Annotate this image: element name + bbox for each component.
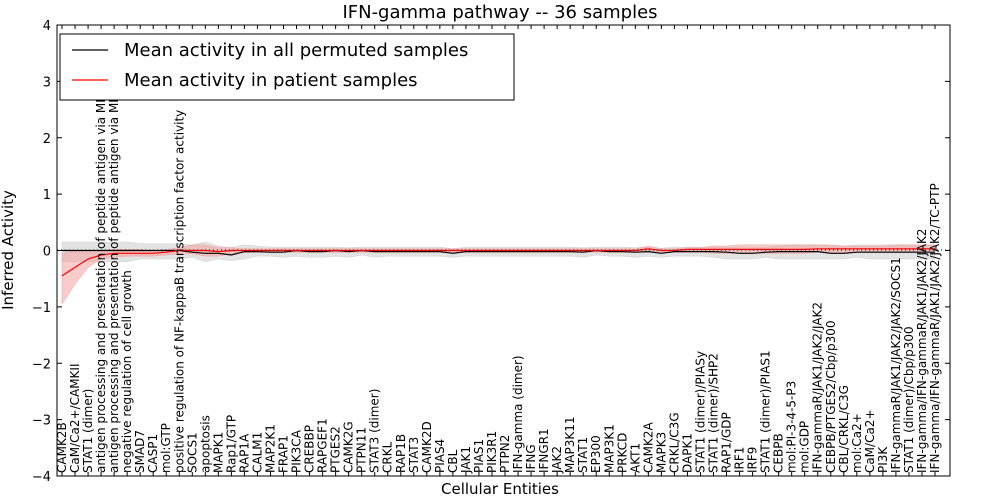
category-label: CEBPB/PTGES2/Cbp/p300: [824, 320, 838, 473]
category-label: PIK3R1: [485, 431, 499, 473]
category-label: CRKL/C3G: [667, 412, 681, 473]
category-label: MAP2K1: [264, 424, 278, 473]
category-label: PI3K: [876, 446, 890, 473]
patient-mean-line: [61, 248, 935, 277]
category-label: IFNGR1: [537, 428, 551, 473]
category-label: PIK3CA: [290, 429, 304, 473]
y-tick-label: 2: [43, 132, 51, 147]
category-label: antigen processing and presentation of p…: [107, 41, 121, 473]
category-label: STAT3: [407, 437, 421, 473]
category-label: AKT1: [628, 443, 642, 473]
y-tick-label: 0: [43, 245, 51, 260]
legend-box: [59, 33, 515, 101]
category-label: PTPN2: [498, 435, 512, 473]
category-label: IRF9: [746, 447, 760, 473]
category-label: STAT1 (dimer)/PIAS1: [759, 350, 773, 473]
category-label: IFNG: [524, 444, 538, 473]
category-label: CaM/Ca2+/CAMKII: [68, 363, 82, 472]
y-tick-label: −2: [32, 357, 51, 372]
category-label: PIAS4: [433, 439, 447, 473]
y-tick-label: 3: [43, 75, 51, 90]
category-label: PIAS1: [472, 439, 486, 473]
category-label: MAPK1: [211, 432, 225, 473]
category-label: CREBBP: [303, 425, 317, 473]
category-label: RAP1A: [237, 433, 251, 473]
category-label: STAT3 (dimer): [368, 389, 382, 473]
category-label: IFN-gamma (dimer): [511, 355, 525, 473]
category-label: MAP3K11: [563, 416, 577, 473]
category-label: JAK2: [550, 446, 564, 474]
category-label: CAMK2G: [342, 421, 356, 473]
category-label: RAPGEF1: [316, 418, 330, 473]
category-label: EP300: [589, 435, 603, 473]
category-label: CAMK2B: [55, 422, 69, 473]
category-label: CAMK2A: [641, 422, 655, 473]
category-label: RAP1B: [394, 434, 408, 473]
category-label: apoptosis: [198, 415, 212, 473]
y-tick-label: −3: [32, 414, 51, 429]
y-tick-label: −4: [32, 470, 51, 485]
category-label: Rap1/GTP: [224, 415, 238, 473]
category-label: IFN-gammaR/JAK1/JAK2/JAK2/SOCS1: [889, 257, 903, 473]
category-label: JAK1: [459, 446, 473, 474]
category-label: CALM1: [250, 432, 264, 473]
y-tick-label: −1: [32, 301, 51, 316]
category-label: CAMK2D: [420, 421, 434, 473]
y-tick-label: 4: [43, 19, 51, 34]
chart-title: IFN-gamma pathway -- 36 samples: [342, 2, 657, 23]
category-label: CaM/Ca2+: [863, 409, 877, 473]
category-label: PTPN11: [355, 427, 369, 473]
category-label: negative regulation of cell growth: [120, 270, 134, 473]
legend: Mean activity in all permuted samples Me…: [59, 33, 515, 101]
category-label: CRKL: [381, 441, 395, 473]
category-label: STAT1 (dimer)/Cbp/p300: [902, 326, 916, 473]
category-label: SOCS1: [185, 432, 199, 473]
category-label: STAT1 (dimer)/SHP2: [707, 353, 721, 473]
category-label: PTGES2: [329, 426, 343, 473]
category-label: mol:PI-3-4-5-P3: [785, 381, 799, 473]
category-label: IFN-gammaR/JAK1/JAK2/JAK2: [811, 302, 825, 473]
category-label: positive regulation of NF-kappaB transcr…: [172, 110, 186, 473]
category-label: MAPK3: [654, 432, 668, 473]
category-label: STAT1 (dimer)/PIASy: [694, 351, 708, 473]
category-label: IRF1: [733, 447, 747, 473]
x-axis-label: Cellular Entities: [441, 480, 559, 498]
category-label: antigen processing and presentation of p…: [94, 44, 108, 473]
category-label: MAP3K1: [602, 424, 616, 473]
y-tick-label: 1: [43, 188, 51, 203]
legend-label-patient: Mean activity in patient samples: [124, 70, 418, 91]
category-label: STAT1: [576, 437, 590, 473]
category-label: DAPK1: [680, 433, 694, 473]
category-label: mol:GTP: [159, 423, 173, 473]
category-label: IFN-gamma/IFN-gammaR/JAK1/JAK2/JAK2/TC-P…: [928, 183, 942, 473]
category-label: CASP1: [146, 434, 160, 473]
category-label: STAT1 (dimer): [81, 389, 95, 473]
category-label: CEBPB: [772, 433, 786, 473]
category-label: IFN-gamma/IFN-gammaR/JAK1/JAK2/JAK2: [915, 228, 929, 473]
category-label: mol:GDP: [798, 421, 812, 473]
category-label: CBL/CRKL/C3G: [837, 385, 851, 473]
category-label: FRAP1: [277, 435, 291, 473]
category-label: SMAD7: [133, 430, 147, 473]
permuted-mean-line: [62, 249, 935, 256]
category-label: mol:Ca2+: [850, 413, 864, 473]
y-axis-label: Inferred Activity: [0, 190, 17, 310]
category-label: PRKCD: [615, 433, 629, 473]
category-label: RAP1/GDP: [720, 412, 734, 473]
category-label: CBL: [446, 449, 460, 473]
legend-label-permuted: Mean activity in all permuted samples: [124, 40, 468, 61]
